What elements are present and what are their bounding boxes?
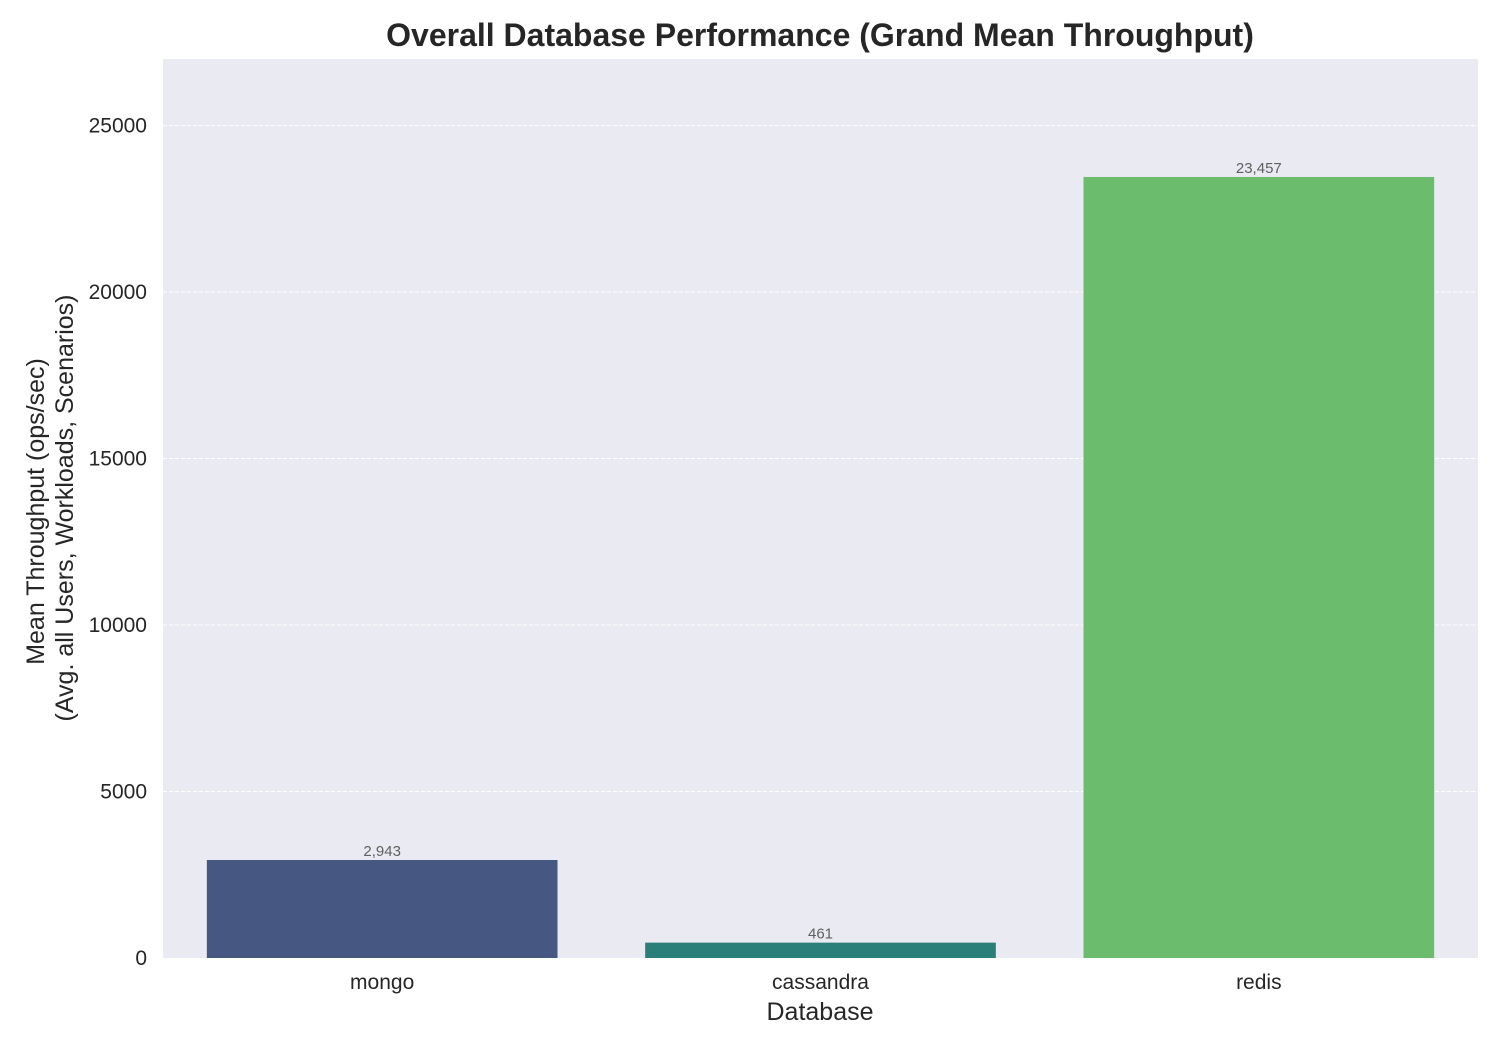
- x-tick-label: redis: [1236, 971, 1282, 994]
- bar-cassandra: [645, 942, 996, 958]
- data-label: 23,457: [1236, 160, 1282, 177]
- y-tick-label: 10000: [89, 614, 147, 637]
- x-axis-label: Database: [766, 998, 873, 1026]
- y-tick-label: 25000: [89, 115, 147, 138]
- x-tick-label: cassandra: [772, 971, 869, 994]
- data-labels: 2,943 461 23,457: [363, 160, 1281, 943]
- y-axis-ticks: 0 5000 10000 15000 20000 25000: [89, 115, 147, 970]
- y-tick-label: 0: [135, 947, 147, 970]
- y-tick-label: 20000: [89, 281, 147, 304]
- chart-title: Overall Database Performance (Grand Mean…: [386, 17, 1254, 53]
- y-axis-label-line-1: Mean Throughput (ops/sec): [22, 358, 50, 665]
- y-axis-label-line-2: (Avg. all Users, Workloads, Scenarios): [51, 294, 79, 721]
- bar-mongo: [206, 860, 558, 958]
- data-label: 2,943: [363, 843, 401, 860]
- y-axis-label: Mean Throughput (ops/sec) (Avg. all User…: [22, 294, 79, 721]
- x-tick-label: mongo: [350, 971, 414, 994]
- x-axis-ticks: mongo cassandra redis: [350, 971, 1282, 994]
- y-tick-label: 15000: [89, 448, 147, 471]
- bars: [206, 176, 1435, 959]
- data-label: 461: [808, 926, 833, 943]
- y-tick-label: 5000: [100, 781, 147, 804]
- bar-redis: [1083, 176, 1435, 959]
